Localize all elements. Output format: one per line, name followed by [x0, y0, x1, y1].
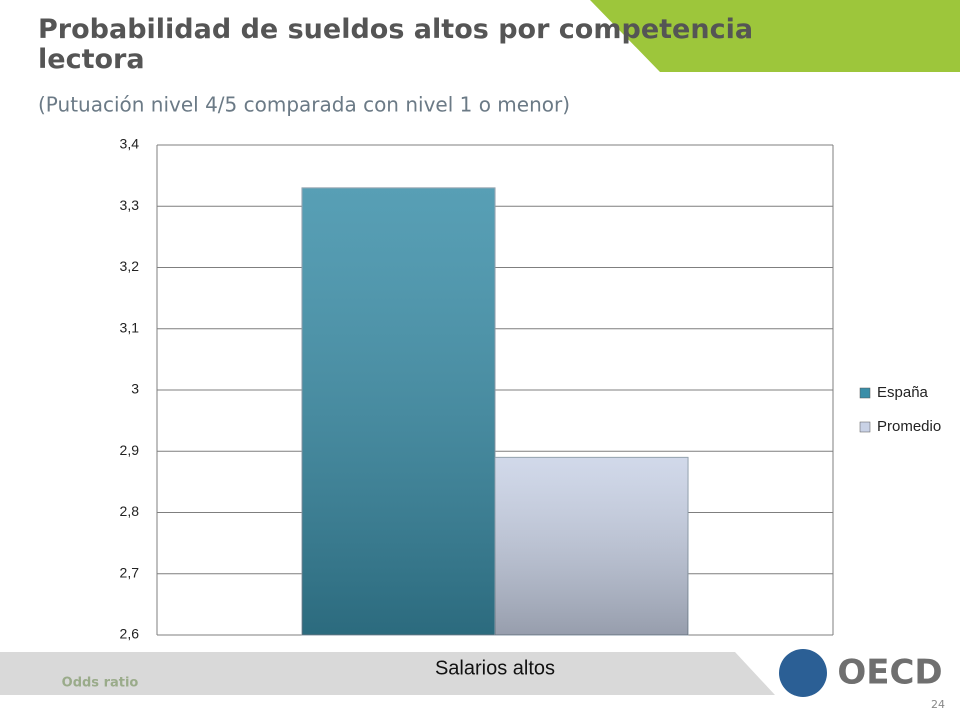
title-line: lectora	[38, 44, 145, 75]
footer-band	[0, 652, 775, 695]
legend-label: España	[877, 384, 929, 401]
legend-swatch	[859, 387, 871, 399]
title-line: Probabilidad de sueldos altos por compet…	[38, 14, 753, 45]
legend-swatch	[859, 421, 871, 433]
bar-shade	[495, 457, 688, 635]
chart-title: Probabilidad de sueldos altos por compet…	[38, 14, 753, 75]
y-tick-label: 3	[131, 381, 139, 397]
y-tick-label: 2,9	[120, 442, 140, 458]
y-tick-label: 2,7	[120, 564, 140, 580]
y-tick-label: 3,4	[120, 136, 140, 152]
accent-shape	[590, 0, 960, 72]
page-number: 24	[931, 698, 945, 711]
logo-globe	[779, 649, 827, 697]
y-tick-label: 2,6	[120, 626, 140, 642]
logo-text: OECD	[837, 653, 942, 693]
y-tick-label: 3,2	[120, 258, 140, 274]
bar-shade	[302, 187, 495, 635]
y-tick-label: 2,8	[120, 503, 140, 519]
y-axis-label: Odds ratio	[62, 676, 139, 691]
y-tick-label: 3,1	[120, 319, 140, 335]
y-tick-label: 3,3	[120, 197, 140, 213]
chart-subtitle: (Putuación nivel 4/5 comparada con nivel…	[38, 93, 570, 117]
x-tick-label: Salarios altos	[435, 657, 555, 679]
legend-label: Promedio	[877, 418, 941, 435]
